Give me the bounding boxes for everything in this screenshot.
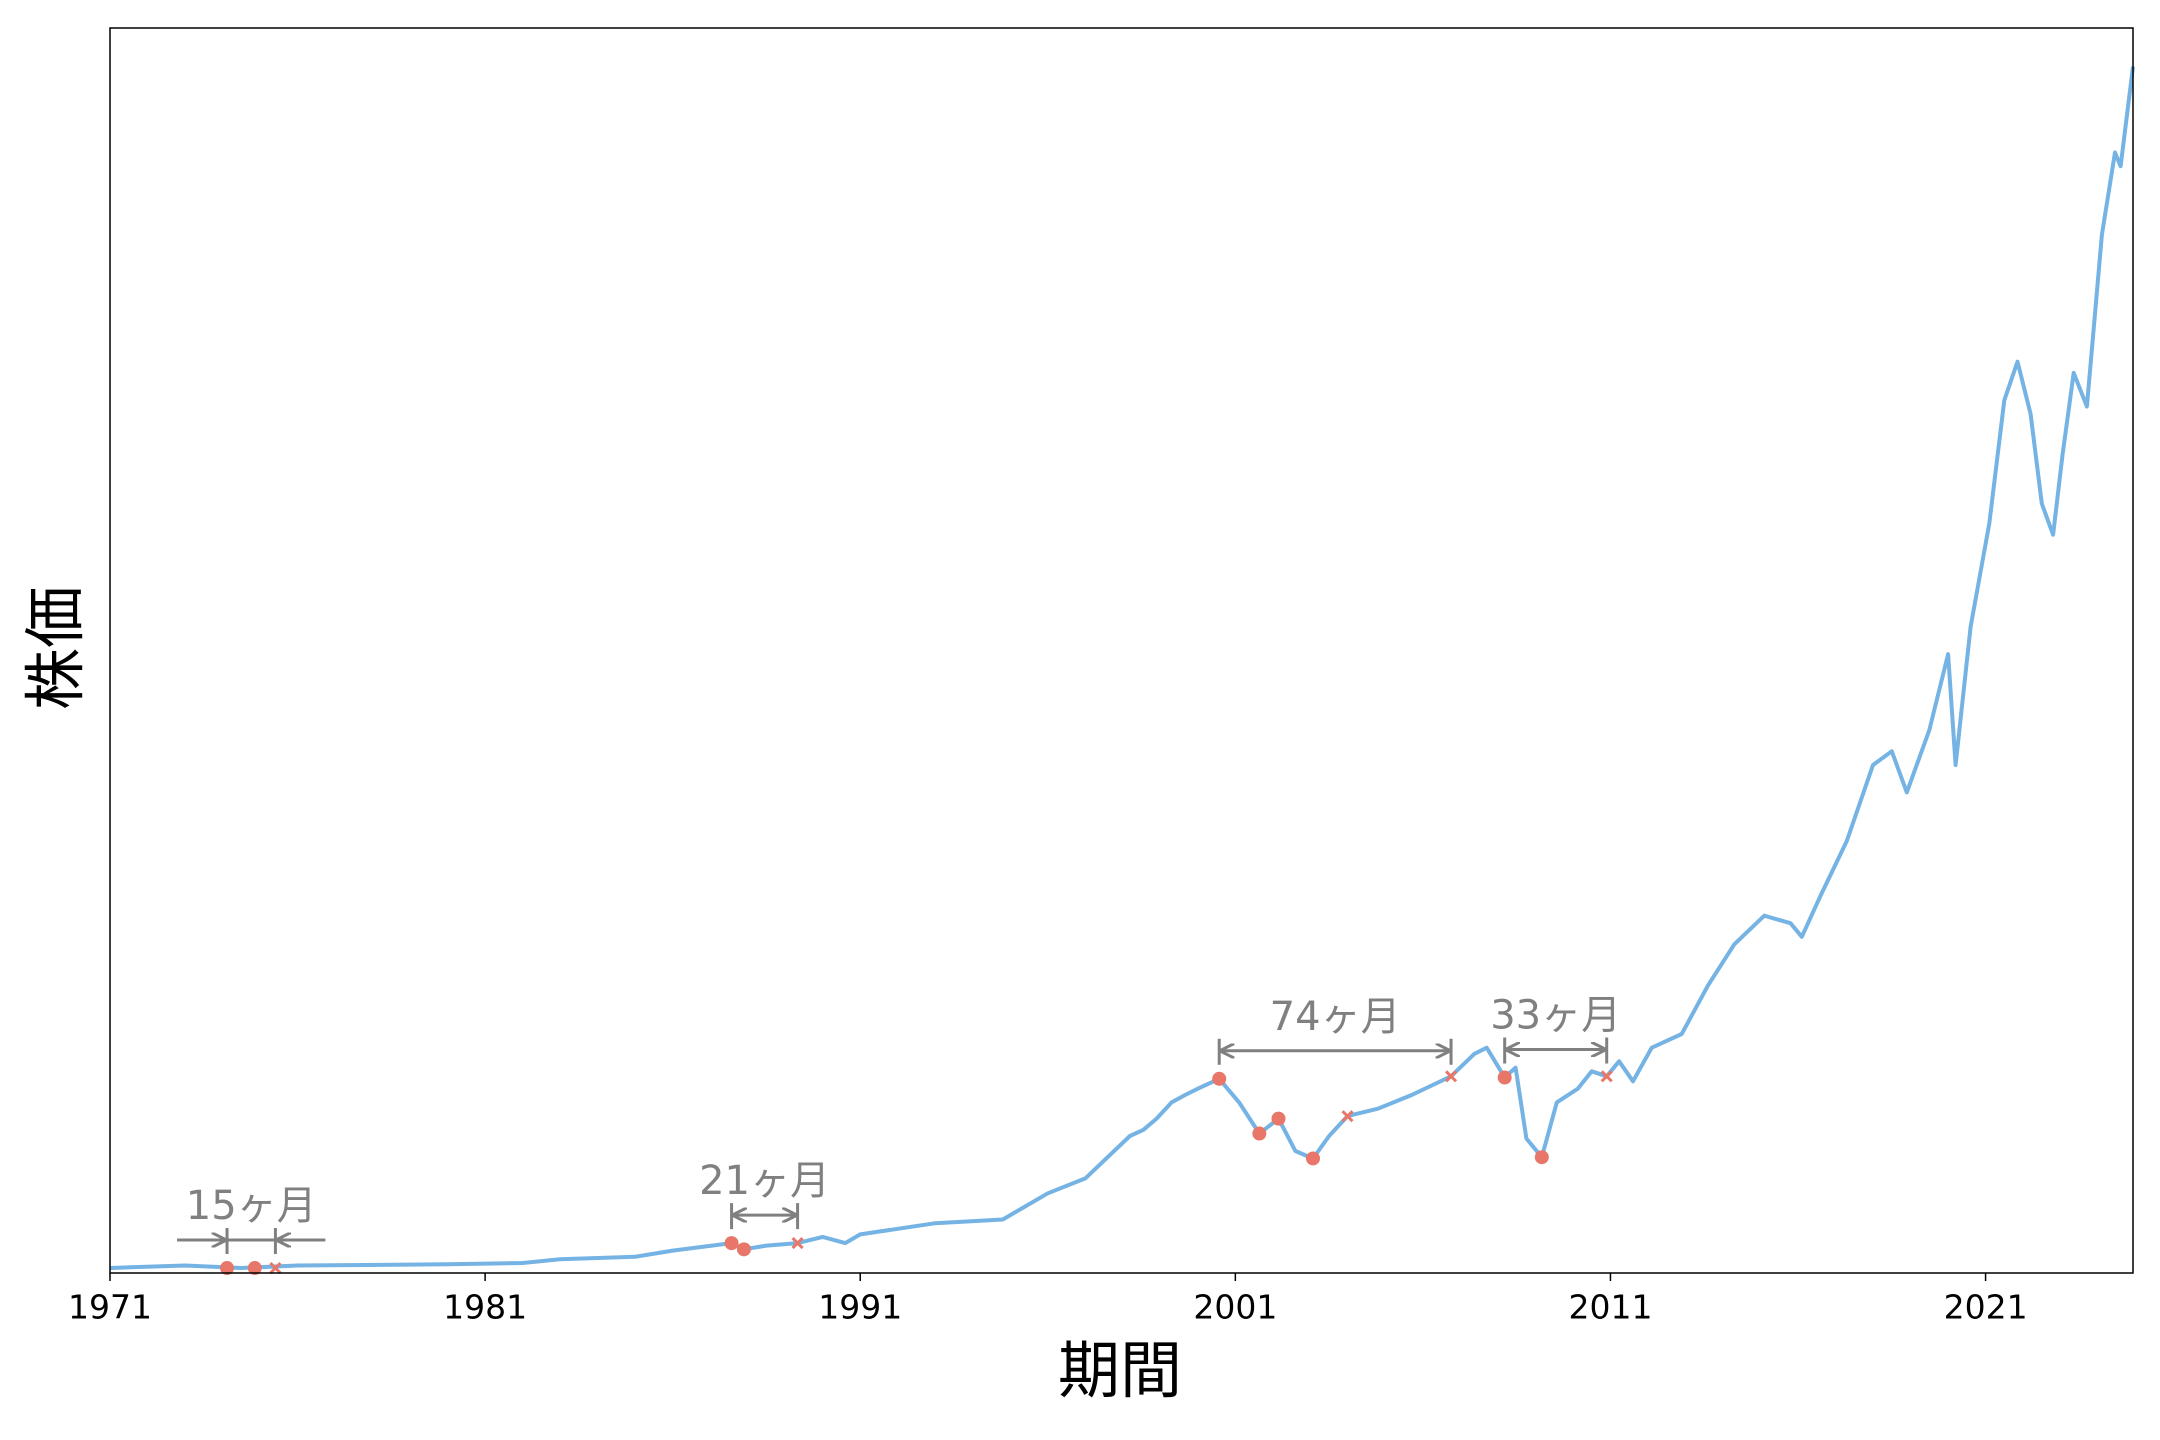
period-annotation: 15ヶ月 — [177, 1183, 326, 1255]
x-tick-label: 2001 — [1193, 1288, 1277, 1327]
x-tick-label: 2021 — [1944, 1288, 2028, 1327]
period-label: 21ヶ月 — [699, 1158, 830, 1204]
period-label: 33ヶ月 — [1490, 993, 1621, 1039]
peak-dot — [1305, 1151, 1320, 1166]
peak-dot — [220, 1261, 235, 1276]
peak-dot — [1497, 1070, 1512, 1085]
recovery-mark — [1444, 1070, 1458, 1083]
peak-dot — [1271, 1111, 1286, 1126]
x-tick-label: 1991 — [818, 1288, 902, 1327]
period-annotation: 33ヶ月 — [1490, 993, 1621, 1064]
peak-dot — [736, 1242, 751, 1257]
peak-dot — [1212, 1071, 1227, 1086]
period-annotation: 74ヶ月 — [1217, 994, 1453, 1065]
peak-dot — [1252, 1126, 1267, 1141]
peak-dot — [1534, 1150, 1549, 1165]
plot-frame — [109, 27, 2134, 1274]
x-tick-label: 1971 — [68, 1288, 152, 1327]
recovery-mark — [269, 1261, 282, 1275]
period-label: 15ヶ月 — [186, 1183, 317, 1229]
period-annotation: 21ヶ月 — [699, 1158, 830, 1230]
recovery-mark — [1600, 1070, 1613, 1083]
recovery-mark — [791, 1237, 804, 1250]
y-axis-label: 株価 — [19, 586, 92, 710]
period-label: 74ヶ月 — [1270, 994, 1401, 1040]
recovery-mark — [1341, 1110, 1354, 1123]
price-line — [109, 66, 2135, 1270]
peak-dot — [724, 1236, 739, 1251]
peak-dot — [247, 1261, 262, 1276]
x-tick-label: 2011 — [1568, 1288, 1652, 1327]
x-tick-label: 1981 — [443, 1288, 527, 1327]
x-axis-label: 期間 — [1058, 1334, 1182, 1407]
